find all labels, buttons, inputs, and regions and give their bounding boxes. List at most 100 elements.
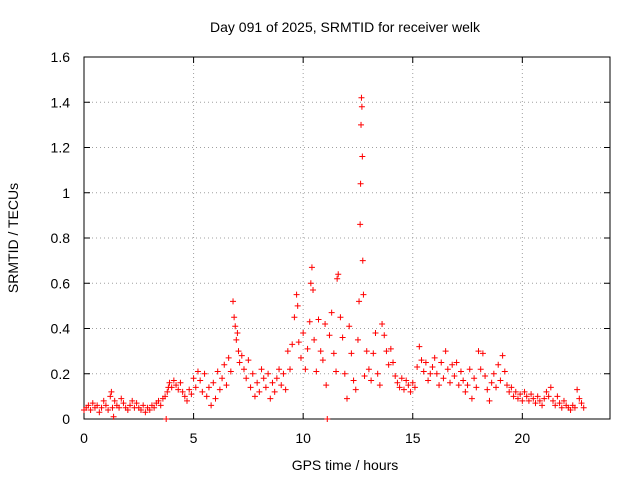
data-point — [501, 368, 508, 375]
data-point — [297, 354, 304, 361]
data-point — [365, 366, 372, 373]
data-point — [262, 384, 269, 391]
data-point — [394, 379, 401, 386]
data-point — [133, 400, 140, 407]
chart-title: Day 091 of 2025, SRMTID for receiver wel… — [210, 19, 481, 35]
data-point — [339, 334, 346, 341]
data-point — [348, 350, 355, 357]
data-point — [175, 386, 182, 393]
data-point — [278, 382, 285, 389]
data-point — [227, 368, 234, 375]
data-point — [330, 350, 337, 357]
x-tick-label: 20 — [515, 430, 531, 446]
data-point — [273, 375, 280, 382]
data-point — [383, 348, 390, 355]
data-point — [186, 386, 193, 393]
data-point — [109, 404, 116, 411]
data-point — [192, 384, 199, 391]
data-point — [291, 314, 298, 321]
data-point — [407, 388, 414, 395]
data-point — [545, 393, 552, 400]
data-point — [333, 368, 340, 375]
data-point — [233, 336, 240, 343]
data-point — [576, 395, 583, 402]
data-point — [346, 323, 353, 330]
data-point — [525, 397, 532, 404]
data-point — [510, 393, 517, 400]
data-point — [541, 395, 548, 402]
data-point — [360, 291, 367, 298]
data-point — [289, 341, 296, 348]
data-point — [427, 370, 434, 377]
data-point — [354, 336, 361, 343]
data-point — [357, 180, 364, 187]
data-point — [337, 314, 344, 321]
data-point — [370, 350, 377, 357]
data-point — [328, 309, 335, 316]
data-point — [221, 361, 228, 368]
data-point — [271, 388, 278, 395]
data-point — [477, 366, 484, 373]
data-point — [506, 388, 513, 395]
data-point — [236, 359, 243, 366]
data-point — [214, 368, 221, 375]
grid — [84, 57, 610, 419]
data-point — [350, 377, 357, 384]
data-point — [344, 395, 350, 402]
x-tick-label: 15 — [405, 430, 421, 446]
y-tick-label: 1.4 — [51, 94, 71, 110]
data-point — [96, 409, 103, 416]
data-point — [311, 336, 318, 343]
data-point — [514, 395, 521, 402]
data-point — [493, 384, 500, 391]
data-point — [398, 375, 405, 382]
data-point — [411, 384, 418, 391]
data-point — [108, 388, 115, 395]
data-point — [488, 379, 495, 386]
y-tick-label: 0 — [62, 411, 70, 427]
data-point — [400, 386, 407, 393]
data-point — [323, 382, 330, 389]
y-tick-label: 0.2 — [51, 366, 71, 382]
data-point — [254, 379, 261, 386]
data-point — [205, 384, 212, 391]
data-point — [560, 397, 567, 404]
data-point — [442, 348, 449, 355]
data-point — [111, 397, 118, 404]
data-point — [372, 330, 379, 337]
data-point — [235, 348, 242, 355]
data-point — [319, 357, 326, 364]
data-point — [315, 316, 322, 323]
data-point — [173, 382, 180, 389]
data-point — [181, 393, 188, 400]
data-point — [447, 379, 454, 386]
data-point — [578, 400, 585, 407]
data-point — [499, 352, 506, 359]
data-point — [438, 359, 445, 366]
data-point — [453, 359, 460, 366]
data-point — [324, 416, 331, 422]
data-point — [280, 370, 287, 377]
data-point — [219, 375, 226, 382]
data-point — [190, 375, 197, 382]
data-point — [449, 361, 456, 368]
data-point — [368, 377, 375, 384]
data-point — [580, 404, 587, 411]
data-point — [294, 302, 301, 309]
data-point — [265, 370, 272, 377]
data-point — [484, 386, 491, 393]
data-point — [416, 343, 423, 350]
data-point — [164, 388, 171, 395]
data-point — [451, 373, 458, 380]
data-point — [418, 357, 425, 364]
data-point — [276, 366, 283, 373]
data-point — [431, 354, 438, 361]
data-point — [455, 382, 462, 389]
x-tick-label: 0 — [80, 430, 88, 446]
data-point — [530, 395, 537, 402]
data-point — [571, 404, 578, 411]
data-point — [110, 413, 117, 420]
data-point — [376, 382, 383, 389]
data-point — [503, 382, 510, 389]
data-point — [554, 393, 561, 400]
